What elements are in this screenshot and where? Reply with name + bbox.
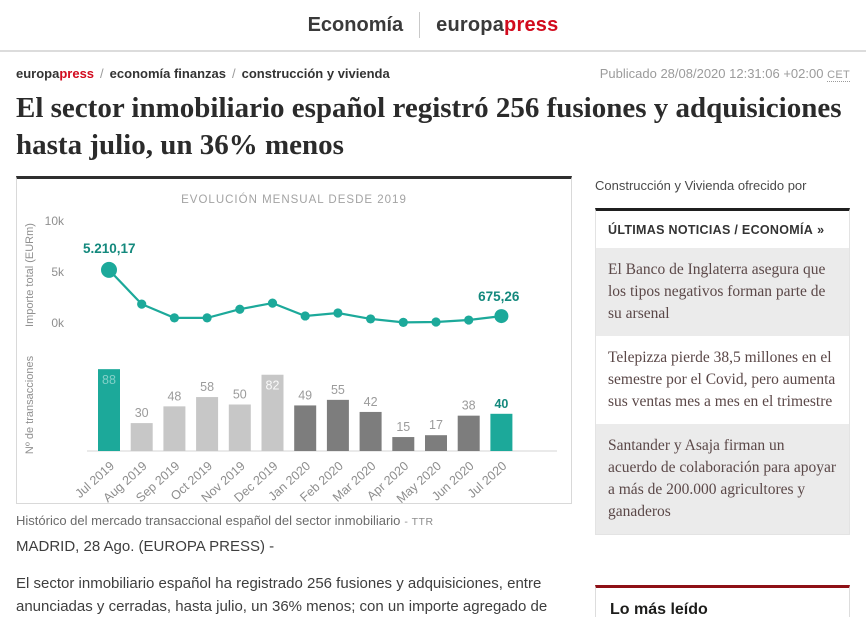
breadcrumb-link-construccion-vivienda[interactable]: construcción y vivienda <box>241 66 390 81</box>
svg-text:38: 38 <box>462 399 476 413</box>
svg-text:30: 30 <box>135 406 149 420</box>
svg-text:82: 82 <box>266 379 280 393</box>
svg-text:42: 42 <box>364 395 378 409</box>
svg-text:675,26: 675,26 <box>478 289 520 304</box>
header-divider <box>419 12 421 38</box>
svg-text:0k: 0k <box>51 316 65 330</box>
svg-text:88: 88 <box>102 373 116 387</box>
offered-by-label: Construcción y Vivienda ofrecido por <box>595 178 807 194</box>
chart-caption: Histórico del mercado transaccional espa… <box>16 513 434 529</box>
svg-text:48: 48 <box>167 389 181 403</box>
svg-text:58: 58 <box>200 380 214 394</box>
published-timestamp: Publicado 28/08/2020 12:31:06 +02:00 CET <box>599 66 850 82</box>
svg-text:5k: 5k <box>51 265 65 279</box>
breadcrumb-link-economia-finanzas[interactable]: economía finanzas <box>109 66 226 81</box>
breadcrumb: europapress / economía finanzas / construcci… <box>16 66 390 81</box>
timezone-abbr: CET <box>827 69 850 82</box>
svg-text:Nº de transacciones: Nº de transacciones <box>24 355 36 454</box>
breadcrumb-row: europapress / economía finanzas / construcci… <box>16 66 850 82</box>
combo-chart-svg: EVOLUCIÓN MENSUAL DESDE 2019 10k 5k 0k Impor… <box>24 193 557 506</box>
article-dateline: MADRID, 28 Ago. (EUROPA PRESS) - <box>16 538 275 556</box>
svg-text:17: 17 <box>429 418 443 432</box>
double-chevron-icon: » <box>817 223 825 238</box>
svg-text:EVOLUCIÓN MENSUAL DESDE 2019: EVOLUCIÓN MENSUAL DESDE 2019 <box>181 193 407 206</box>
latest-news-item[interactable]: Santander y Asaja firman un acuerdo de c… <box>596 424 849 535</box>
svg-text:Importe total (EURm): Importe total (EURm) <box>24 223 36 327</box>
latest-news-item[interactable]: El Banco de Inglaterra asegura que los t… <box>596 248 849 337</box>
article-body: El sector inmobiliario español ha regist… <box>16 575 548 616</box>
svg-text:50: 50 <box>233 388 247 402</box>
most-read-title: Lo más leído <box>610 601 708 617</box>
evolution-chart: EVOLUCIÓN MENSUAL DESDE 2019 10k 5k 0k Impor… <box>16 176 572 506</box>
svg-text:49: 49 <box>298 388 312 402</box>
svg-text:10k: 10k <box>45 214 65 228</box>
brand-logo-dark: europa <box>436 13 505 36</box>
svg-text:55: 55 <box>331 383 345 397</box>
sidebar: Construcción y Vivienda ofrecido por ÚLT… <box>595 176 850 617</box>
brand-logo[interactable]: europapress <box>436 14 558 37</box>
brand-logo-red: press <box>504 13 559 36</box>
latest-news-item[interactable]: Telepizza pierde 38,5 millones en el sem… <box>608 349 836 411</box>
most-read-card: Lo más leído 1 Las clases comenzarán el … <box>595 585 850 617</box>
chart-source: - TTR <box>404 516 434 529</box>
section-title[interactable]: Economía <box>307 13 404 36</box>
breadcrumb-brand[interactable]: europapress <box>16 66 95 81</box>
top-header-bar: Economía europapress <box>0 0 866 52</box>
latest-news-card: ÚLTIMAS NOTICIAS / ECONOMÍA» El Banco de… <box>595 208 850 536</box>
svg-text:5.210,17: 5.210,17 <box>83 241 136 256</box>
latest-news-header[interactable]: ÚLTIMAS NOTICIAS / ECONOMÍA» <box>596 211 849 249</box>
svg-text:15: 15 <box>396 420 410 434</box>
article-headline: El sector inmobiliario español registró … <box>16 92 842 161</box>
svg-text:40: 40 <box>494 397 508 411</box>
